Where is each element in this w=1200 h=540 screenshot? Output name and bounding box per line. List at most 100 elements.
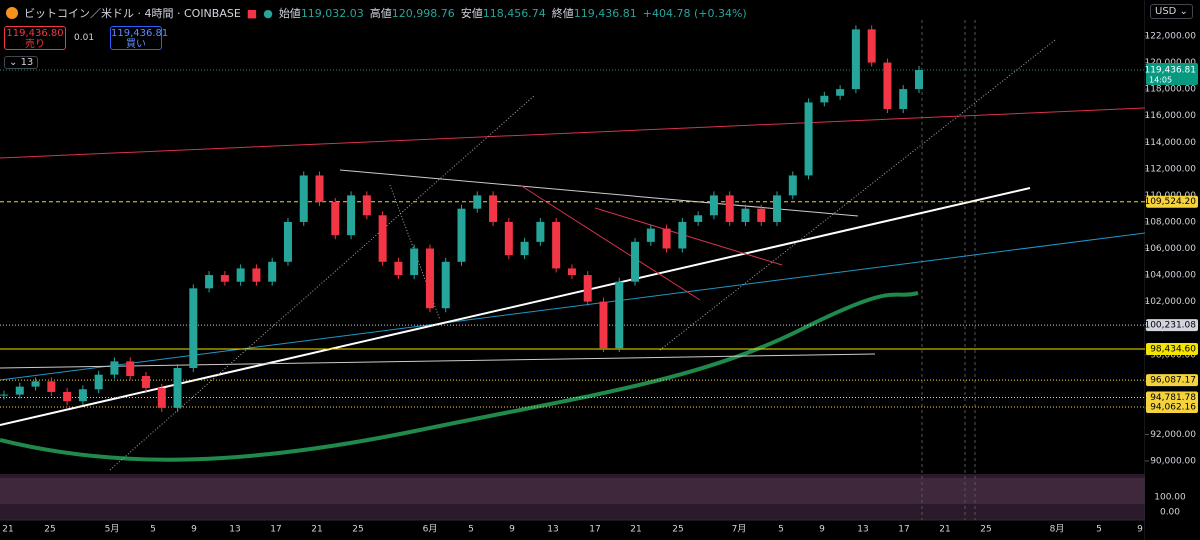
level-label: 109,524.20 — [1144, 197, 1196, 207]
status-dot: ● — [263, 6, 273, 20]
low-label: 安値 — [460, 7, 483, 20]
candle — [883, 62, 892, 110]
level-tag — [1146, 374, 1198, 387]
open-value: 119,032.03 — [300, 7, 364, 20]
candle — [394, 261, 403, 276]
time-label: 5 — [1096, 525, 1102, 535]
horizontal-trendline — [0, 353, 876, 369]
candle — [583, 275, 592, 302]
current-price-tag — [1146, 63, 1198, 86]
time-label: 17 — [898, 525, 909, 535]
current-price-label: 119,436.81 — [1144, 66, 1196, 76]
candle — [741, 208, 750, 222]
candle — [536, 221, 545, 242]
time-label: 8月 — [1050, 524, 1065, 535]
price-tick-label: 116,000.00 — [1144, 111, 1196, 121]
time-label: 9 — [191, 525, 197, 535]
time-label: 25 — [980, 525, 991, 535]
time-label: 9 — [1137, 525, 1143, 535]
candle — [773, 195, 782, 222]
price-tick-label: 92,000.00 — [1150, 430, 1196, 440]
candle — [141, 376, 150, 388]
time-label: 13 — [857, 525, 868, 535]
candle — [157, 387, 166, 408]
candle — [520, 241, 529, 256]
high-label: 高値 — [369, 7, 392, 20]
candle — [757, 208, 766, 222]
countdown: 14:05 — [1149, 76, 1172, 85]
osc-bottom-label: 0.00 — [1160, 508, 1180, 518]
candle — [836, 89, 845, 96]
time-label: 5 — [468, 525, 474, 535]
time-label: 21 — [939, 525, 950, 535]
candle — [646, 228, 655, 242]
candle — [378, 215, 387, 262]
time-label: 5月 — [105, 524, 120, 535]
candle — [63, 391, 72, 402]
level-tag — [1146, 391, 1198, 404]
candle — [110, 361, 119, 375]
price-tick-label: 102,000.00 — [1144, 297, 1196, 307]
buy-price: 119,436.81 — [111, 28, 169, 39]
sell-label: 売り — [25, 39, 45, 50]
candle — [268, 261, 277, 282]
time-label: 25 — [672, 525, 683, 535]
candle — [694, 215, 703, 222]
time-label: 21 — [311, 525, 322, 535]
time-label: 5 — [150, 525, 156, 535]
sell-price: 119,436.80 — [6, 28, 64, 39]
time-label: 25 — [352, 525, 363, 535]
time-label: 17 — [270, 525, 281, 535]
time-label: 5 — [778, 525, 784, 535]
candle — [788, 175, 797, 196]
moving-average — [0, 291, 919, 462]
time-label: 25 — [44, 525, 55, 535]
symbol[interactable]: ビットコイン／米ドル · 4時間 · COINBASE — [24, 7, 241, 20]
time-label: 17 — [589, 525, 600, 535]
candle — [283, 221, 292, 262]
candle — [173, 368, 182, 408]
candle — [15, 386, 24, 395]
candle — [0, 394, 8, 396]
high-value: 120,998.76 — [391, 7, 455, 20]
blue-trendline — [0, 232, 1146, 381]
candles — [0, 25, 1145, 412]
candle — [662, 228, 671, 249]
sell-button[interactable]: 119,436.80 売り — [4, 26, 66, 50]
buy-button[interactable]: 119,436.81 買い — [110, 26, 169, 50]
level-label: 94,062.16 — [1150, 403, 1196, 413]
candle — [362, 195, 371, 216]
candle — [205, 275, 214, 289]
candle — [220, 275, 229, 282]
currency-selector[interactable]: USD ⌄ — [1150, 4, 1193, 19]
price-axis-labels: 122,000.00120,000.00118,000.00116,000.00… — [1144, 32, 1198, 467]
level-tag — [1146, 195, 1198, 208]
close-value: 119,436.81 — [573, 7, 637, 20]
candle — [709, 195, 718, 216]
level-tag — [1146, 319, 1198, 332]
close-label: 終値 — [551, 7, 574, 20]
red-channel-line — [594, 207, 783, 266]
change: +404.78 (+0.34%) — [642, 6, 747, 20]
candle — [189, 288, 198, 369]
symbol-header: ビットコイン／米ドル · 4時間 · COINBASE ■ ● 始値119,03… — [6, 4, 747, 22]
indicator-toggle[interactable]: ⌄ 13 — [4, 56, 39, 69]
buy-label: 買い — [126, 39, 146, 50]
candle — [725, 195, 734, 222]
candle — [567, 268, 576, 276]
candle — [631, 241, 640, 282]
candle — [94, 374, 103, 390]
candle — [457, 208, 466, 262]
quantity[interactable]: 0.01 — [74, 33, 95, 43]
price-tick-label: 122,000.00 — [1144, 32, 1196, 42]
candle — [599, 301, 608, 349]
candle — [473, 195, 482, 209]
time-label: 13 — [547, 525, 558, 535]
candle — [678, 221, 687, 249]
open-label: 始値 — [278, 7, 301, 20]
time-axis: 21 25 5月 5 9 13 17 21 25 6月 5 9 13 17 21 25 7月 5 9 13 17 21 25… — [2, 524, 1143, 535]
price-tick-label: 108,000.00 — [1144, 217, 1196, 227]
time-label: 21 — [630, 525, 641, 535]
